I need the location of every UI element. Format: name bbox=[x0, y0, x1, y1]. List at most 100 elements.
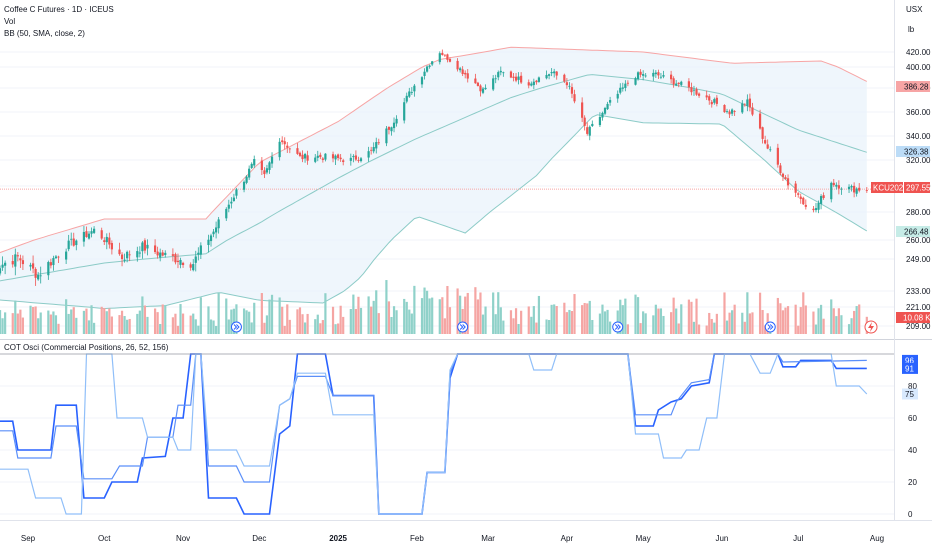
candle-body bbox=[786, 178, 790, 186]
candle-body bbox=[209, 235, 213, 242]
volume-bar bbox=[728, 312, 731, 334]
candle-body bbox=[545, 74, 548, 79]
volume-bar bbox=[680, 304, 683, 334]
volume-bar bbox=[174, 313, 177, 334]
volume-bar bbox=[514, 308, 518, 334]
volume-bar bbox=[713, 322, 716, 334]
candle-body bbox=[619, 87, 622, 93]
candle-body bbox=[349, 157, 352, 161]
candle-body bbox=[19, 258, 22, 261]
volume-bar bbox=[161, 304, 164, 334]
candle-body bbox=[456, 60, 459, 70]
volume-bar bbox=[390, 316, 393, 334]
lower-band-tag: 266.48 bbox=[896, 226, 930, 237]
volume-bar bbox=[731, 310, 734, 334]
candle-body bbox=[603, 107, 607, 114]
volume-bar bbox=[804, 305, 807, 334]
candle-body bbox=[835, 184, 838, 187]
volume-bar bbox=[672, 297, 675, 334]
volume-bar bbox=[227, 319, 230, 334]
volume-bar bbox=[405, 301, 408, 334]
last-price-value: 297.55 bbox=[906, 184, 931, 193]
volume-bar bbox=[90, 305, 93, 334]
volume-bar bbox=[563, 302, 566, 334]
candle-body bbox=[75, 240, 78, 246]
candle-body bbox=[537, 77, 541, 82]
cot-value-tag-text: 75 bbox=[905, 390, 914, 399]
candle-body bbox=[143, 240, 147, 251]
volume-bar bbox=[598, 313, 602, 334]
volume-bar bbox=[75, 317, 78, 334]
candle-body bbox=[761, 127, 764, 139]
candle-body bbox=[840, 188, 843, 190]
candle-body bbox=[357, 160, 360, 161]
candle-body bbox=[428, 65, 431, 67]
volume-bar bbox=[591, 320, 594, 334]
candle-body bbox=[342, 160, 345, 163]
candle-body bbox=[57, 256, 60, 258]
candle-body bbox=[161, 252, 164, 256]
volume-bar bbox=[70, 309, 73, 334]
candle-body bbox=[692, 89, 696, 91]
candle-body bbox=[591, 123, 594, 127]
candle-body bbox=[746, 99, 749, 106]
volume-bar bbox=[164, 305, 167, 334]
candle-body bbox=[697, 93, 701, 96]
candle-body bbox=[695, 89, 698, 95]
candle-body bbox=[758, 113, 762, 129]
candle-body bbox=[408, 91, 411, 97]
candle-body bbox=[146, 244, 149, 249]
volume-bar bbox=[352, 294, 355, 334]
volume-bar bbox=[179, 304, 182, 334]
candle-body bbox=[794, 183, 797, 193]
candle-body bbox=[598, 116, 602, 126]
volume-bar bbox=[802, 292, 805, 334]
candle-body bbox=[677, 82, 680, 85]
candle-body bbox=[425, 66, 429, 72]
price-tick-label: 280.00 bbox=[906, 208, 931, 217]
candle-body bbox=[547, 74, 551, 76]
volume-bar bbox=[639, 323, 642, 334]
candle-body bbox=[466, 73, 469, 79]
ticker-tag[interactable]: KCU2025 bbox=[871, 182, 908, 193]
volume-bar bbox=[456, 288, 459, 334]
volume-bar bbox=[537, 295, 541, 334]
middle-band-tag: 326.38 bbox=[896, 146, 930, 157]
candle-body bbox=[303, 153, 307, 159]
volume-bar bbox=[342, 316, 345, 334]
volume-bar bbox=[334, 324, 337, 334]
volume-bar bbox=[644, 313, 647, 334]
volume-bar bbox=[634, 294, 637, 334]
volume-bar bbox=[357, 296, 360, 334]
candle-body bbox=[497, 72, 500, 78]
lower-band-value: 266.48 bbox=[904, 228, 929, 237]
candle-body bbox=[306, 155, 309, 161]
volume-bar bbox=[603, 311, 607, 334]
alert-icon[interactable] bbox=[864, 320, 878, 334]
volume-bar bbox=[268, 299, 271, 334]
candle-body bbox=[370, 149, 373, 151]
candle-body bbox=[438, 53, 441, 63]
volume-bar bbox=[16, 313, 19, 334]
candle-body bbox=[570, 87, 574, 94]
candle-body bbox=[316, 155, 319, 158]
candle-body bbox=[865, 190, 868, 191]
candle-body bbox=[105, 236, 108, 243]
candle-body bbox=[286, 145, 289, 148]
volume-bar bbox=[120, 310, 124, 334]
time-tick-label: Oct bbox=[98, 534, 111, 543]
volume-bar bbox=[799, 307, 802, 334]
candle-body bbox=[748, 98, 752, 108]
candle-body bbox=[509, 71, 513, 78]
volume-bar bbox=[758, 292, 762, 334]
volume-bar bbox=[520, 310, 523, 334]
volume-bar bbox=[858, 304, 861, 334]
candle-body bbox=[334, 155, 337, 160]
candle-body bbox=[797, 193, 800, 195]
volume-bar bbox=[581, 305, 584, 334]
volume-bar bbox=[105, 311, 108, 334]
volume-bar bbox=[547, 319, 551, 334]
volume-bar bbox=[855, 306, 858, 334]
candle-body bbox=[120, 254, 124, 260]
candle-body bbox=[443, 54, 446, 56]
